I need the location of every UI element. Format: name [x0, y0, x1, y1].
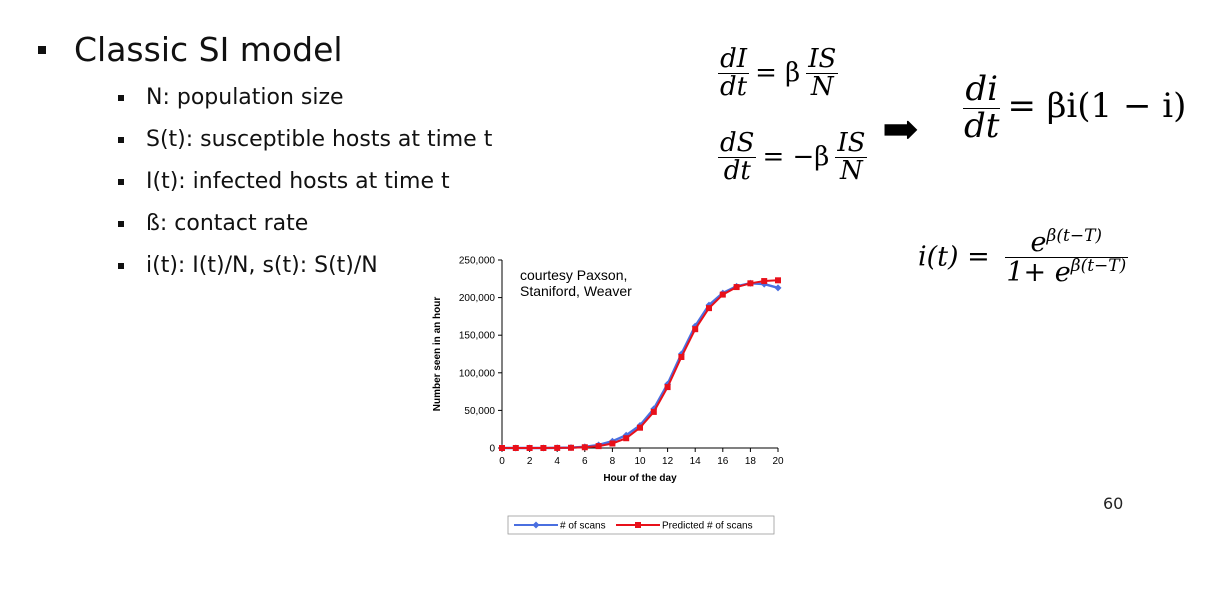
data-point-predicted: [650, 408, 657, 415]
title-bullet: [38, 45, 46, 54]
x-axis-label: Hour of the day: [603, 473, 677, 484]
x-tick-label: 4: [554, 456, 560, 467]
data-point-predicted: [512, 445, 519, 451]
logistic-fraction: eβ(t−T) 1+ eβ(t−T): [1004, 226, 1129, 289]
equation-di-dt: di dt = βi(1 − i): [962, 69, 1192, 146]
eq-num: IS: [835, 128, 868, 159]
y-tick-label: 0: [489, 444, 495, 455]
x-tick-label: 10: [634, 456, 646, 467]
data-point-predicted: [706, 305, 712, 312]
bullet-item: i(t): I(t)/N, s(t): S(t)/N: [118, 253, 378, 278]
eq-num: dS: [718, 128, 757, 159]
x-tick-label: 2: [527, 456, 533, 467]
eq-den: dt: [720, 72, 748, 103]
bullet-marker: [118, 94, 124, 101]
eq-den: N: [840, 156, 863, 187]
data-point-predicted: [499, 445, 505, 451]
bullet-marker: [118, 220, 124, 227]
data-point-predicted: [540, 445, 547, 451]
x-tick-label: 16: [717, 456, 729, 467]
eq-den: N: [810, 72, 834, 103]
data-point-predicted: [678, 354, 685, 361]
legend-marker-diamond: [532, 521, 540, 529]
data-point-predicted: [692, 326, 699, 333]
bullet-marker: [118, 262, 124, 269]
x-tick-label: 0: [499, 456, 505, 467]
legend-label: # of scans: [560, 521, 606, 532]
bullet-marker: [118, 136, 124, 143]
data-point-predicted: [761, 278, 768, 285]
x-tick-label: 18: [745, 456, 757, 467]
eq-num: dI: [718, 44, 749, 75]
bullet-item: ß: contact rate: [118, 211, 308, 236]
equation-dI-dt: dI dt = β IS N: [718, 44, 839, 103]
worm-scan-chart: 0 50,000 100,000 150,000 200,000 250,000 0 2 4 6 8…: [432, 256, 784, 535]
y-axis-label: Number seen in an hour: [432, 297, 443, 412]
eq-lhs: i(t) =: [918, 241, 990, 273]
data-point-predicted: [623, 435, 630, 442]
chart-annotation: Staniford, Weaver: [520, 283, 632, 299]
eq-rhs: = βi(1 − i): [1007, 86, 1187, 127]
y-tick-label: 250,000: [459, 256, 496, 267]
x-tick-label: 20: [772, 456, 784, 467]
bullet-text: ß: contact rate: [146, 211, 309, 236]
right-arrow-icon: ➡: [882, 104, 919, 155]
eq-den: dt: [964, 105, 1000, 146]
bullet-item: S(t): susceptible hosts at time t: [118, 127, 492, 152]
x-tick-label: 14: [690, 456, 702, 467]
data-point-scans: [760, 280, 768, 288]
bullet-text: i(t): I(t)/N, s(t): S(t)/N: [146, 253, 378, 278]
bullet-text: I(t): infected hosts at time t: [146, 169, 450, 194]
eq-operator: = −β: [762, 141, 830, 172]
y-tick-label: 50,000: [464, 406, 495, 417]
data-point-scans: [774, 284, 782, 292]
data-point-predicted: [747, 280, 754, 287]
bullet-text: S(t): susceptible hosts at time t: [146, 127, 493, 152]
data-point-predicted: [526, 445, 533, 451]
data-point-predicted: [664, 384, 671, 391]
data-point-predicted: [637, 424, 643, 431]
eq-num: eβ(t−T): [1004, 226, 1129, 259]
data-point-predicted: [609, 440, 616, 447]
di-dt-fraction: di dt: [962, 69, 1001, 146]
data-point-predicted: [554, 444, 561, 451]
y-tick-label: 150,000: [459, 331, 496, 342]
x-tick-label: 8: [610, 456, 616, 467]
legend-label: Predicted # of scans: [662, 521, 753, 532]
bullet-item: I(t): infected hosts at time t: [118, 169, 450, 194]
y-tick-label: 200,000: [459, 293, 496, 304]
slide-title-text: Classic SI model: [74, 30, 343, 69]
data-point-predicted: [719, 291, 726, 298]
IS-N-fraction: IS N: [835, 128, 868, 187]
data-point-predicted: [581, 444, 588, 451]
slide-title: Classic SI model: [38, 30, 343, 69]
data-point-predicted: [733, 284, 740, 291]
IS-N-fraction: IS N: [806, 44, 839, 103]
bullet-marker: [118, 178, 124, 185]
data-point-predicted: [775, 277, 781, 284]
eq-den: dt: [723, 156, 751, 187]
x-tick-label: 6: [582, 456, 588, 467]
slide-number: 60: [1103, 494, 1124, 513]
legend-marker-square: [635, 522, 641, 528]
eq-exponent: β(t−T): [1046, 226, 1103, 246]
eq-operator: = β: [755, 57, 801, 88]
eq-exponent: β(t−T): [1070, 256, 1127, 277]
eq-base: 1+ e: [1006, 257, 1071, 289]
equation-i-of-t: i(t) = eβ(t−T) 1+ eβ(t−T): [918, 226, 1129, 289]
y-tick-label: 100,000: [459, 368, 496, 379]
dS-dt-fraction: dS dt: [718, 128, 757, 187]
x-tick-label: 12: [662, 456, 674, 467]
bullet-text: N: population size: [146, 85, 344, 110]
chart-annotation: courtesy Paxson,: [520, 267, 627, 283]
data-point-predicted: [595, 443, 602, 450]
bullet-item: N: population size: [118, 85, 344, 110]
eq-base: e: [1030, 227, 1047, 258]
eq-den: 1+ eβ(t−T): [1004, 256, 1128, 289]
equation-dS-dt: dS dt = −β IS N: [718, 128, 868, 187]
eq-num: di: [963, 69, 1001, 109]
data-point-predicted: [568, 444, 574, 451]
dI-dt-fraction: dI dt: [718, 44, 749, 103]
eq-num: IS: [806, 44, 839, 75]
